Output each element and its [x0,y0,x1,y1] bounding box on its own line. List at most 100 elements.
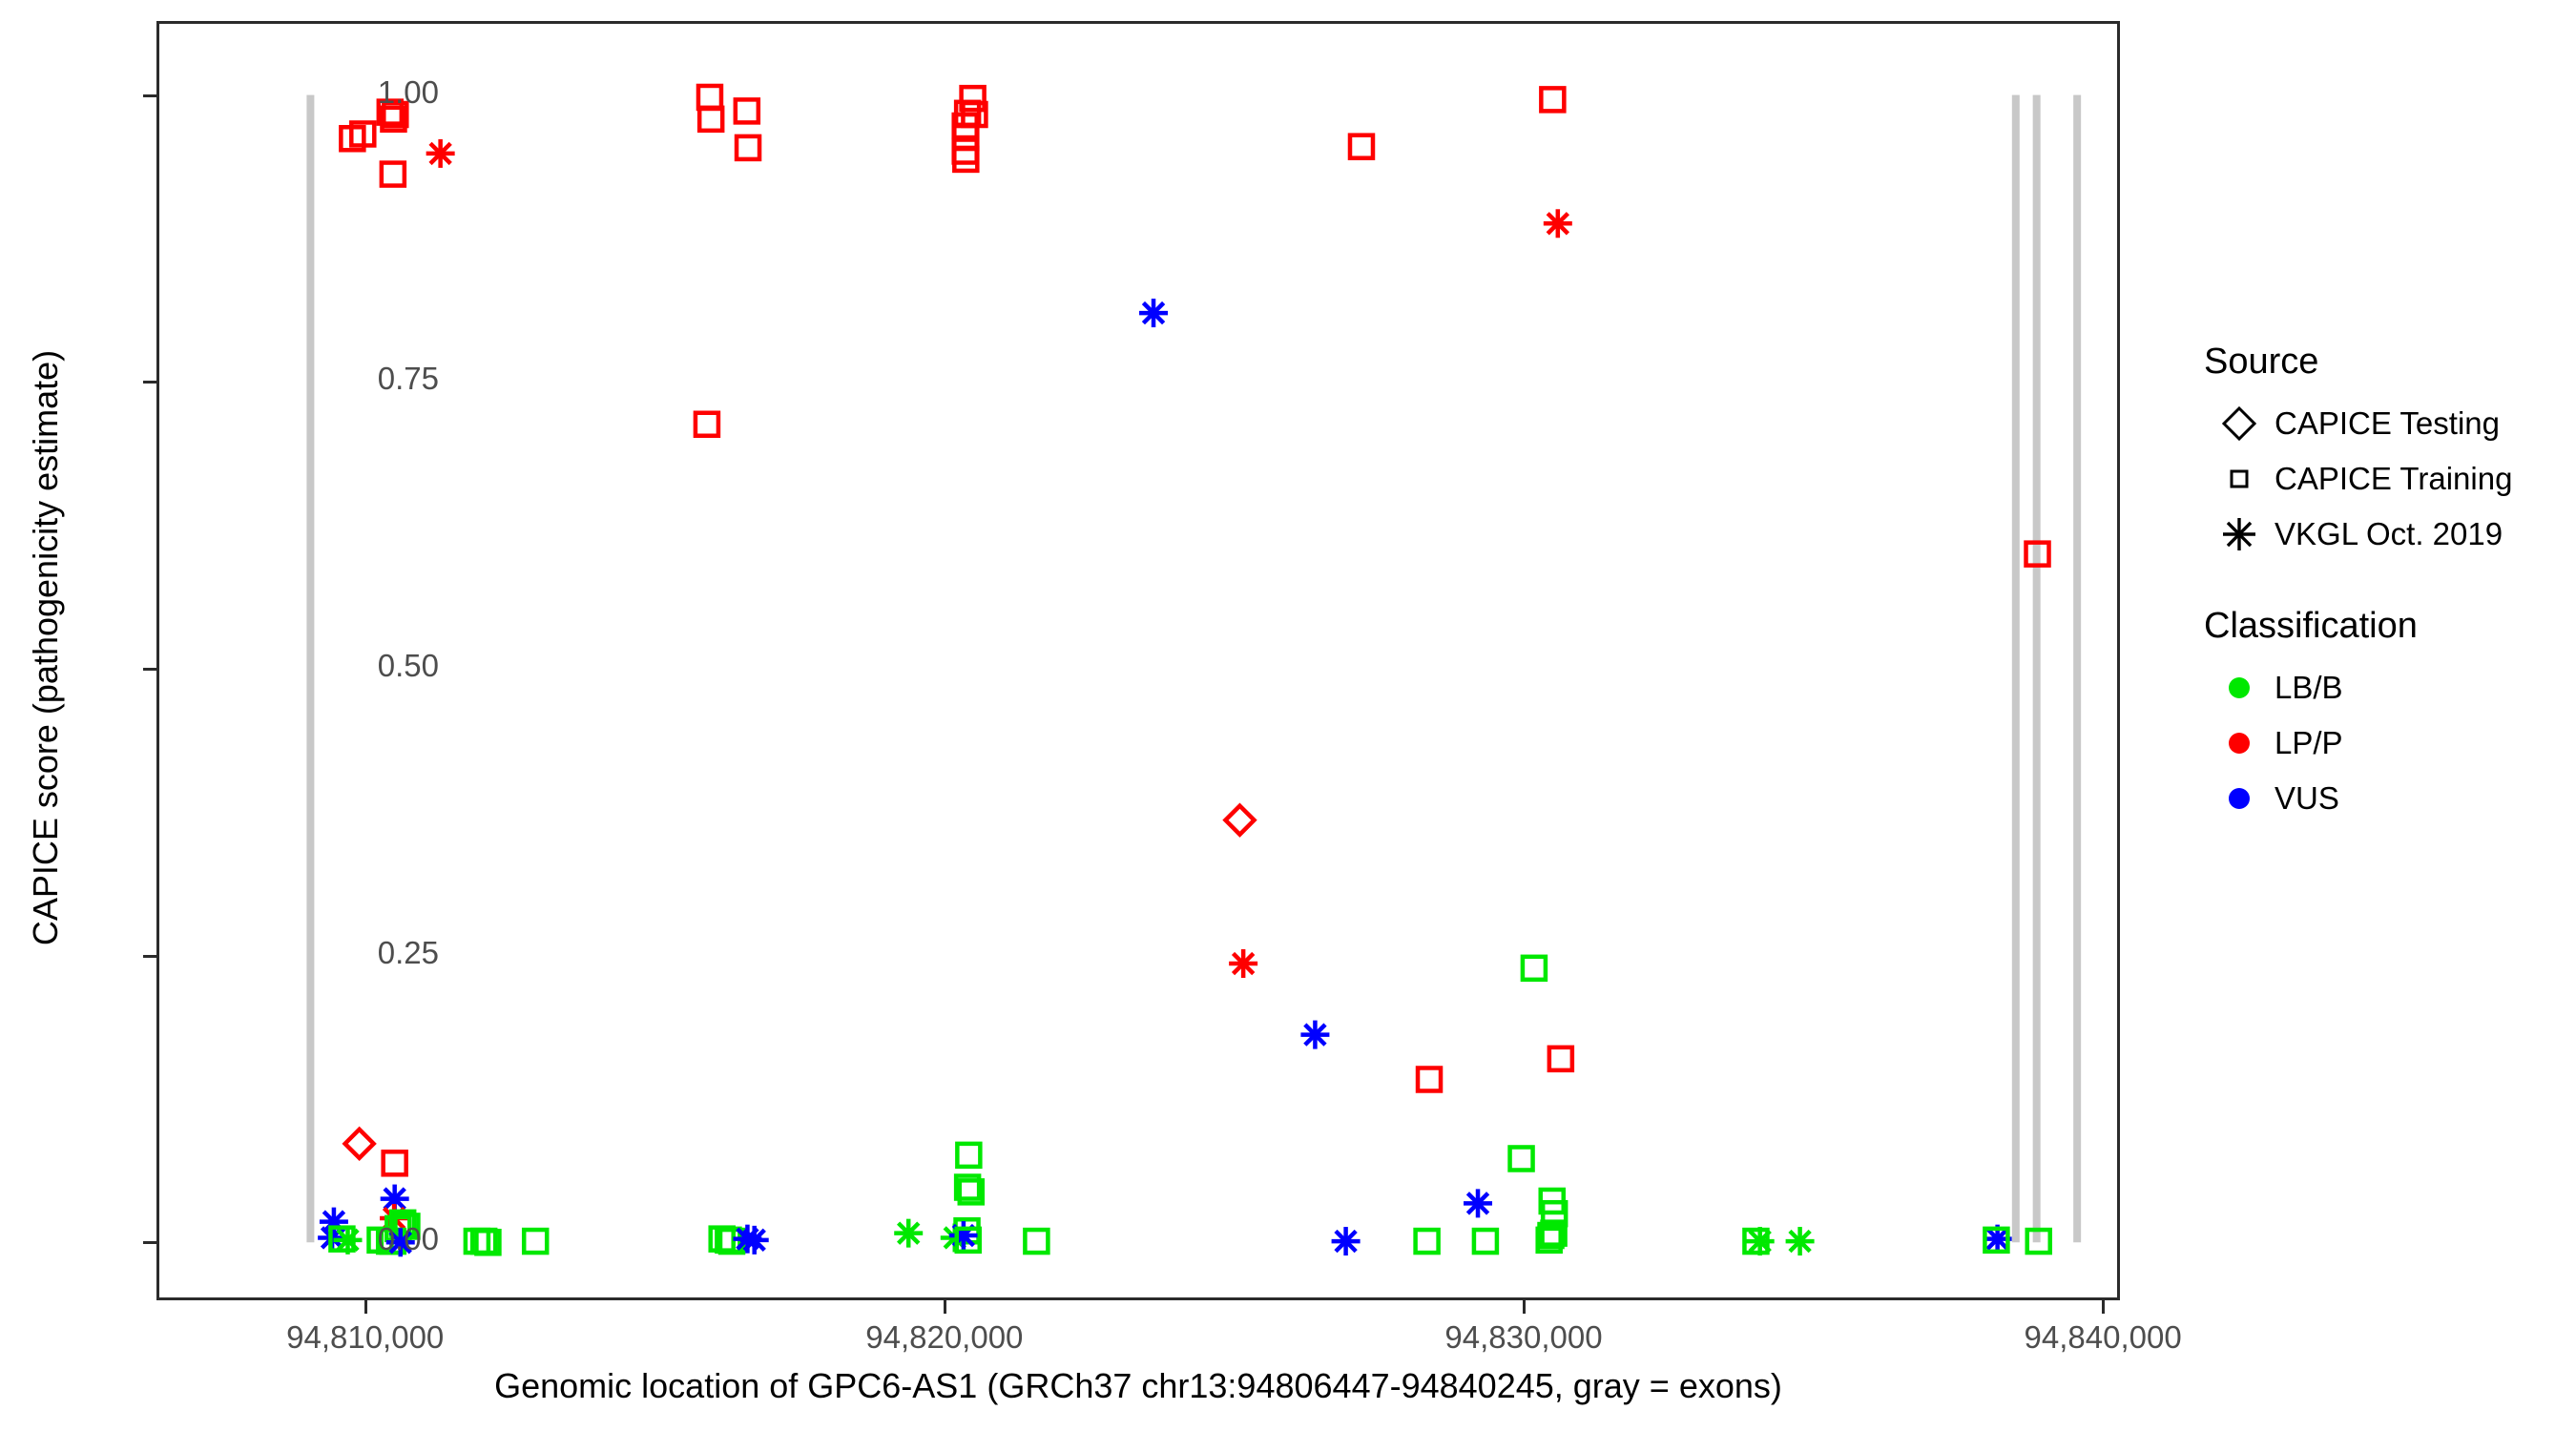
data-point [1229,949,1258,979]
legend-title-source: Source [2204,342,2319,382]
y-tick-mark [143,1241,156,1245]
data-point [894,1218,924,1248]
data-point [1471,1227,1500,1255]
data-point [948,1221,978,1251]
data-point [333,1225,363,1255]
legend-group-source: Source CAPICE Testing CAPICE Training VKGL… [2204,342,2566,562]
x-tick-mark [2102,1300,2106,1314]
data-point [955,1141,983,1170]
data-point [382,100,409,129]
legend-color-dot-icon [2204,777,2275,820]
x-tick-label: 94,810,000 [286,1319,445,1355]
data-point [1464,1189,1493,1218]
y-tick-label: 0.25 [377,934,439,970]
exon-bar [306,94,315,1243]
data-point [957,1178,986,1206]
x-tick-label: 94,830,000 [1444,1319,1603,1355]
legend-title-classification: Classification [2204,606,2418,646]
legend-source-rows: CAPICE Testing CAPICE Training VKGL Oct. 2… [2204,396,2566,562]
exon-bars [306,94,2082,1243]
y-tick-mark [143,93,156,97]
exon-bar [2011,94,2020,1243]
x-tick-label: 94,840,000 [2024,1319,2182,1355]
legend: Source CAPICE Testing CAPICE Training VKGL… [2204,342,2566,870]
data-point [2025,1227,2052,1255]
scatter-plot-svg [306,83,2082,1257]
data-point [474,1229,502,1256]
data-point [342,1126,377,1162]
data-points [318,83,2052,1257]
legend-item-label: VKGL Oct. 2019 [2275,516,2503,551]
legend-color-dot-icon [2204,721,2275,765]
x-axis-title: Genomic location of GPC6-AS1 (GRCh37 chr… [494,1366,1782,1405]
data-point [959,84,987,113]
data-point [1540,1219,1568,1247]
data-point [1139,299,1169,328]
data-point [1785,1227,1815,1256]
data-point [951,137,979,165]
data-point [380,1184,409,1213]
x-tick-label: 94,820,000 [865,1319,1024,1355]
y-tick-label: 0.00 [377,1221,439,1257]
legend-color-dot-icon [2204,666,2275,710]
data-point [739,1225,769,1255]
y-tick-label: 0.75 [377,361,439,397]
y-tick-mark [143,954,156,958]
data-point [696,83,724,112]
x-tick-mark [1522,1300,1526,1314]
data-point [1547,1045,1575,1073]
legend-item-label: LB/B [2275,670,2343,705]
data-point [385,1228,415,1257]
y-tick-label: 1.00 [377,73,439,110]
data-point [379,160,407,188]
data-point [349,120,377,148]
data-point [1507,1145,1535,1172]
legend-item-label: VUS [2275,780,2339,816]
data-point [953,1173,982,1201]
data-point [733,97,761,125]
data-point [426,138,455,168]
data-point [1535,1226,1563,1255]
data-point [1347,133,1376,160]
data-point [2024,540,2051,568]
data-point [376,98,405,126]
legend-item[interactable]: LP/P [2204,716,2566,771]
legend-group-classification: Classification LB/B LP/P VUS [2204,606,2566,826]
x-tick-mark [943,1300,946,1314]
y-tick-mark [143,667,156,671]
exon-bar [2073,94,2082,1243]
legend-item-label: CAPICE Training [2275,461,2513,496]
data-point [696,105,725,134]
legend-item[interactable]: CAPICE Testing [2204,396,2566,451]
data-point [1023,1227,1050,1255]
legend-item[interactable]: LB/B [2204,660,2566,716]
data-point [954,1226,982,1255]
legend-item-label: LP/P [2275,725,2343,760]
data-point [1300,1020,1330,1049]
legend-item[interactable]: VKGL Oct. 2019 [2204,507,2566,562]
legend-item-label: CAPICE Testing [2275,405,2500,441]
data-point [1415,1066,1444,1093]
data-point [1520,954,1548,983]
x-tick-mark [364,1300,367,1314]
legend-classification-rows: LB/B LP/P VUS [2204,660,2566,826]
data-point [1745,1227,1775,1256]
plot-panel [156,21,2120,1300]
y-tick-label: 0.50 [377,647,439,683]
data-point [381,1150,408,1177]
data-point [952,145,980,174]
data-point [1331,1227,1361,1256]
data-point [1983,1226,2010,1255]
diamond-outline-icon [2204,402,2275,446]
square-outline-icon [2204,457,2275,501]
legend-item[interactable]: CAPICE Training [2204,451,2566,507]
data-point [1413,1227,1441,1255]
y-axis-title: CAPICE score (pathogenicity estimate) [26,349,65,946]
data-point [693,410,721,438]
data-point [734,134,762,162]
legend-item[interactable]: VUS [2204,771,2566,826]
data-point [1543,209,1572,238]
data-point [1539,86,1567,114]
asterisk-icon [2204,512,2275,556]
